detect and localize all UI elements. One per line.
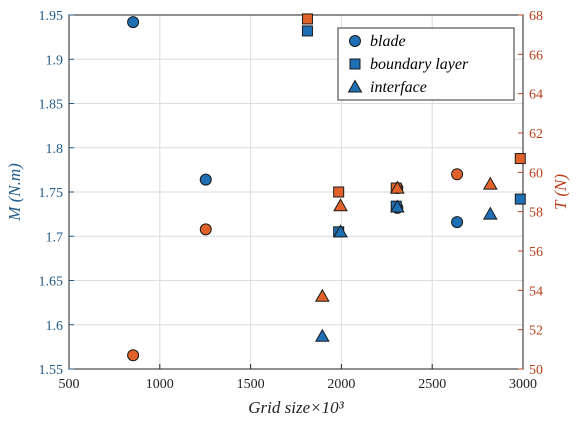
x-axis-label: Grid size×10³ <box>248 398 344 417</box>
right-axis-triangle-point <box>314 288 330 302</box>
left-axis-circle-point <box>199 173 212 186</box>
right-axis-triangle-point <box>333 198 348 212</box>
right-axis-square-point <box>333 186 345 198</box>
x-tick-label: 1000 <box>146 377 174 392</box>
left-y-tick-label: 1.85 <box>39 98 64 113</box>
x-tick-label: 2500 <box>418 377 446 392</box>
legend: blade boundary layer interface <box>337 27 515 101</box>
right-y-tick-label: 56 <box>529 245 543 260</box>
x-tick-label: 1500 <box>237 377 265 392</box>
left-axis-square-point <box>301 25 313 37</box>
left-axis-circle-point <box>127 16 140 29</box>
x-tick-label: 500 <box>59 377 80 392</box>
left-y-tick-label: 1.95 <box>39 9 64 24</box>
right-y-tick-label: 50 <box>529 363 543 378</box>
right-axis-circle-point <box>127 349 140 362</box>
left-y-tick-label: 1.7 <box>46 230 64 245</box>
left-axis-triangle-point <box>389 199 405 213</box>
right-axis-triangle-point <box>482 176 498 190</box>
legend-label: interface <box>370 79 427 96</box>
left-y-tick-label: 1.8 <box>46 142 64 157</box>
x-axis-ticks: 500 1000 1500 2000 2500 3000 <box>59 364 537 392</box>
right-y-axis-ticks: 50 52 54 56 58 60 62 64 66 68 <box>518 9 543 378</box>
right-axis-circle-point <box>199 223 212 236</box>
right-axis-circle-point <box>451 168 464 181</box>
left-axis-square-point <box>514 193 526 205</box>
right-y-axis-label: T (N) <box>551 174 570 210</box>
legend-square-marker <box>349 58 361 70</box>
right-y-tick-label: 52 <box>529 324 543 339</box>
left-y-axis-ticks: 1.55 1.6 1.65 1.7 1.75 1.8 1.85 1.9 1.95 <box>39 9 74 378</box>
x-tick-label: 2000 <box>327 377 355 392</box>
left-axis-triangle-point <box>314 328 330 342</box>
right-axis-square-point <box>514 153 526 165</box>
right-y-tick-label: 60 <box>529 166 543 181</box>
left-y-axis-label: M (N.m) <box>5 163 24 222</box>
left-y-tick-label: 1.6 <box>46 319 64 334</box>
right-y-tick-label: 58 <box>529 206 543 221</box>
left-y-tick-label: 1.9 <box>46 53 64 68</box>
right-axis-square-point <box>301 13 313 25</box>
legend-label: boundary layer <box>370 56 469 73</box>
right-y-tick-label: 62 <box>529 127 543 142</box>
left-y-tick-label: 1.55 <box>39 363 64 378</box>
x-tick-label: 3000 <box>509 377 537 392</box>
left-axis-circle-point <box>451 216 464 229</box>
right-y-tick-label: 64 <box>529 88 543 103</box>
right-y-tick-label: 66 <box>529 48 543 63</box>
data-points <box>127 13 526 362</box>
left-axis-triangle-point <box>333 224 348 238</box>
legend-triangle-marker <box>347 79 363 93</box>
right-axis-triangle-point <box>389 180 405 194</box>
legend-label: blade <box>370 33 406 50</box>
right-y-tick-label: 68 <box>529 9 543 24</box>
legend-box <box>337 27 515 101</box>
left-y-tick-label: 1.75 <box>39 186 64 201</box>
legend-circle-marker <box>349 35 361 47</box>
left-y-tick-label: 1.65 <box>39 275 64 290</box>
right-y-tick-label: 54 <box>529 284 543 299</box>
left-axis-triangle-point <box>482 206 498 220</box>
